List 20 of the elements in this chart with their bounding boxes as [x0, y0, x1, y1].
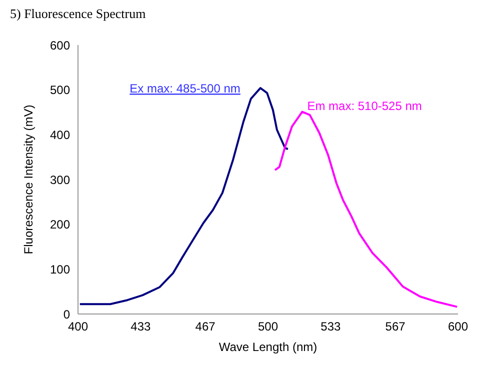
y-tick-label: 300 [50, 172, 70, 187]
y-tick-label: 600 [50, 38, 70, 52]
y-tick-label: 500 [50, 83, 70, 98]
x-tick-label: 433 [130, 320, 152, 334]
y-tick-label: 400 [50, 128, 70, 142]
x-tick-label: 400 [68, 320, 88, 334]
y-axis-title: Fluorescence Intensity (mV) [21, 104, 36, 254]
annotation: Em max: 510-525 nm [307, 98, 422, 113]
line-series [274, 110, 458, 308]
x-tick-label: 600 [448, 320, 468, 334]
x-tick-label: 500 [258, 320, 278, 334]
chart-title: 5) Fluorescence Spectrum [10, 6, 146, 22]
x-tick-label: 533 [320, 320, 342, 334]
y-tick-label: 0 [63, 307, 70, 322]
annotation: Ex max: 485-500 nm [130, 82, 240, 96]
y-tick-label: 200 [50, 218, 70, 232]
x-axis-title: Wave Length (nm) [218, 340, 318, 354]
x-tick-label: 467 [195, 320, 216, 334]
y-tick-label: 100 [50, 262, 70, 276]
x-tick-label: 567 [385, 320, 406, 334]
